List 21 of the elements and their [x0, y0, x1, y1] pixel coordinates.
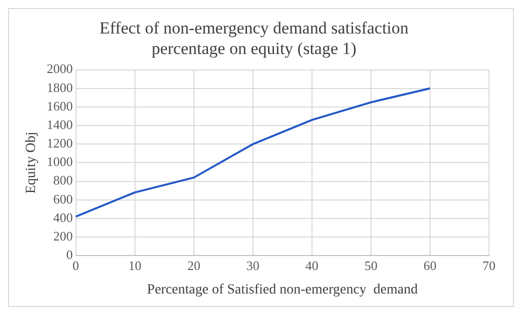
- x-axis-title: Percentage of Satisfied non-emergency demand: [147, 282, 418, 298]
- x-tick-label: 70: [482, 258, 496, 273]
- y-tick-label: 1800: [46, 80, 73, 95]
- y-tick-label: 1000: [46, 154, 73, 170]
- x-tick-label: 10: [128, 258, 142, 273]
- x-tick-label: 50: [364, 258, 378, 273]
- y-tick-label: 1200: [46, 136, 73, 151]
- y-tick-label: 800: [53, 172, 73, 188]
- x-tick-label: 20: [187, 258, 200, 273]
- x-tick-label: 60: [423, 258, 436, 273]
- y-tick-label: 1400: [46, 116, 73, 132]
- y-axis-title: Equity Obj: [24, 132, 40, 194]
- chart-title: Effect of non-emergency demand satisfaction percentage on equity (stage 1): [99, 18, 410, 58]
- y-tick-label: 1600: [46, 98, 73, 114]
- y-tick-label: 400: [53, 210, 73, 225]
- y-tick-label: 200: [53, 228, 73, 244]
- x-tick-label: 30: [246, 258, 260, 273]
- y-tick-label: 0: [66, 247, 73, 262]
- x-tick-label: 40: [305, 258, 318, 273]
- y-tick-label: 2000: [46, 61, 73, 76]
- y-tick-label: 600: [53, 191, 73, 206]
